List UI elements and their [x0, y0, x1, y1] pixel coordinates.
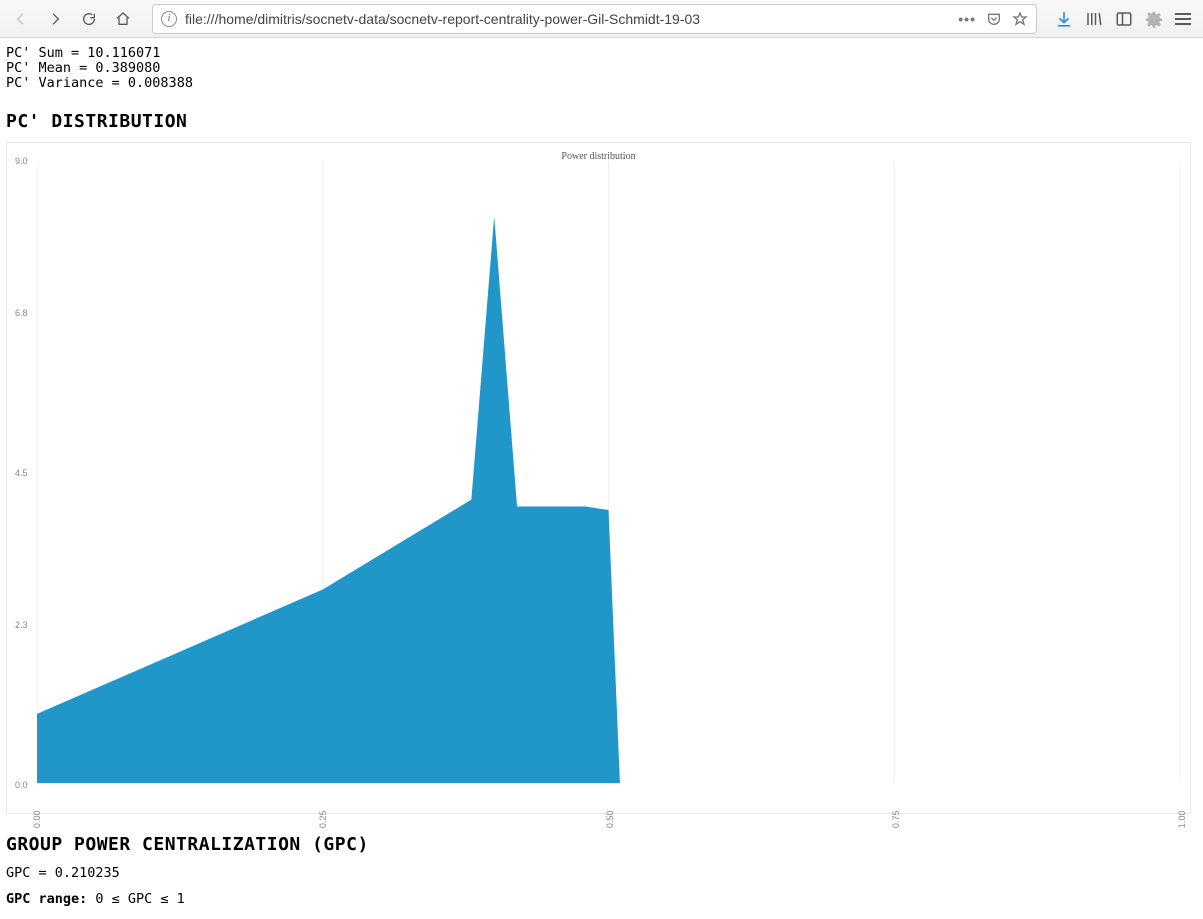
sidebar-icon[interactable] — [1115, 10, 1133, 28]
library-icon[interactable] — [1085, 10, 1103, 28]
addon-gear-icon[interactable] — [1145, 10, 1163, 28]
distribution-heading: PC' DISTRIBUTION — [6, 111, 1197, 132]
menu-icon[interactable] — [1175, 13, 1191, 25]
page-actions-icon[interactable]: ••• — [958, 11, 976, 27]
ytick-label: 6.8 — [15, 308, 28, 318]
xtick-label: 0.00 — [32, 811, 42, 829]
bookmark-star-icon[interactable] — [1012, 11, 1028, 27]
pocket-icon[interactable] — [986, 11, 1002, 27]
plot-region — [37, 161, 1180, 783]
ytick-label: 4.5 — [15, 468, 28, 478]
distribution-chart: Power distribution 0.02.34.56.89.0 0.000… — [6, 142, 1191, 814]
gpc-value-line: GPC = 0.210235 — [6, 865, 1197, 881]
downloads-icon[interactable] — [1055, 10, 1073, 28]
pc-mean-line: PC' Mean = 0.389080 — [6, 61, 1197, 76]
info-icon[interactable]: i — [161, 11, 177, 27]
page-content: PC' Sum = 10.116071 PC' Mean = 0.389080 … — [0, 38, 1203, 915]
url-text: file:///home/dimitris/socnetv-data/socne… — [185, 11, 950, 27]
xtick-label: 0.50 — [605, 811, 615, 829]
browser-toolbar: i file:///home/dimitris/socnetv-data/soc… — [0, 0, 1203, 38]
reload-button[interactable] — [74, 4, 104, 34]
pc-sum-line: PC' Sum = 10.116071 — [6, 46, 1197, 61]
url-bar[interactable]: i file:///home/dimitris/socnetv-data/soc… — [152, 4, 1037, 34]
forward-button[interactable] — [40, 4, 70, 34]
ytick-label: 0.0 — [15, 780, 28, 790]
xtick-label: 0.75 — [891, 811, 901, 829]
toolbar-right — [1049, 10, 1197, 28]
chart-svg — [37, 161, 1180, 783]
gpc-heading: GROUP POWER CENTRALIZATION (GPC) — [6, 834, 1197, 855]
back-button[interactable] — [6, 4, 36, 34]
ytick-label: 9.0 — [15, 156, 28, 166]
pc-variance-line: PC' Variance = 0.008388 — [6, 76, 1197, 91]
home-button[interactable] — [108, 4, 138, 34]
xtick-label: 1.00 — [1177, 811, 1187, 829]
ytick-label: 2.3 — [15, 620, 28, 630]
xtick-label: 0.25 — [318, 811, 328, 829]
gpc-range-line: GPC range: 0 ≤ GPC ≤ 1 — [6, 891, 1197, 907]
